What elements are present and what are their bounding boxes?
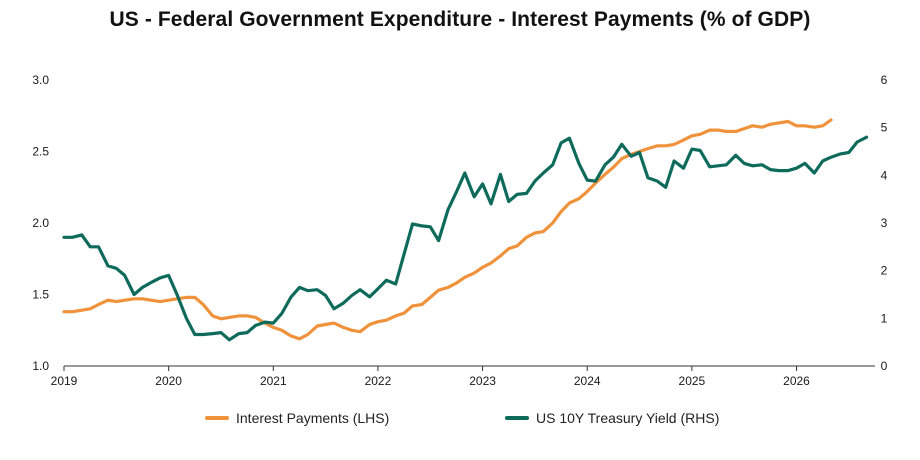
x-tick-label: 2019 — [51, 374, 78, 388]
legend-label-interest-payments: Interest Payments (LHS) — [236, 410, 390, 426]
y-right-tick-label: 4 — [881, 168, 888, 182]
legend-item-interest-payments: Interest Payments (LHS) — [205, 410, 389, 426]
y-right-tick-label: 3 — [881, 216, 888, 230]
x-tick-label: 2026 — [783, 374, 810, 388]
y-left-tick-label: 2.5 — [32, 145, 49, 159]
y-left-tick-label: 2.0 — [32, 216, 49, 230]
legend-swatch-interest-payments — [205, 416, 229, 420]
chart-title: US - Federal Government Expenditure - In… — [109, 8, 811, 31]
x-axis: 2019 2020 2021 2022 2023 2024 2025 2026 — [51, 365, 875, 388]
y-left-tick-label: 1.0 — [32, 359, 49, 373]
legend-item-treasury-yield: US 10Y Treasury Yield (RHS) — [505, 410, 719, 426]
x-tick-label: 2024 — [574, 374, 601, 388]
y-right-tick-label: 0 — [881, 359, 888, 373]
y-right-tick-label: 5 — [881, 121, 888, 135]
x-tick-label: 2020 — [155, 374, 182, 388]
y-right-tick-label: 2 — [881, 264, 888, 278]
y-right-tick-label: 1 — [881, 311, 888, 325]
legend-label-treasury-yield: US 10Y Treasury Yield (RHS) — [536, 410, 720, 426]
plot-area — [62, 118, 869, 342]
legend-swatch-treasury-yield — [505, 416, 529, 420]
series-line-interest-payments — [62, 118, 833, 341]
series-line-treasury-yield — [62, 135, 869, 342]
x-tick-label: 2023 — [469, 374, 496, 388]
y-axis-left: 1.0 1.5 2.0 2.5 3.0 — [32, 73, 49, 373]
y-axis-right: 0 1 2 3 4 5 6 — [881, 73, 888, 373]
y-left-tick-label: 1.5 — [32, 288, 49, 302]
x-tick-label: 2025 — [679, 374, 706, 388]
x-tick-label: 2022 — [365, 374, 392, 388]
chart-legend: Interest Payments (LHS) US 10Y Treasury … — [0, 410, 920, 434]
x-tick-label: 2021 — [260, 374, 287, 388]
y-left-tick-label: 3.0 — [32, 73, 49, 87]
y-right-tick-label: 6 — [881, 73, 888, 87]
